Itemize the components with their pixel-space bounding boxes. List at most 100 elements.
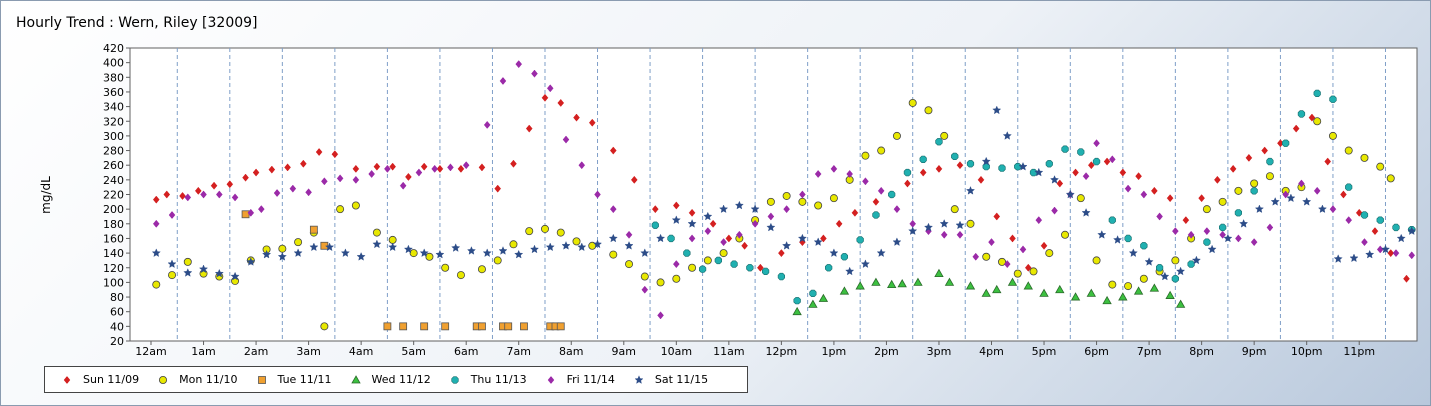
data-point: [1302, 197, 1312, 206]
data-point: [1376, 162, 1385, 171]
data-point: [215, 190, 223, 199]
data-point: [630, 175, 638, 184]
data-point: [730, 260, 738, 268]
data-point: [1076, 194, 1085, 203]
data-point: [420, 162, 428, 171]
data-point: [419, 248, 429, 257]
data-point: [246, 257, 256, 266]
data-point: [399, 322, 408, 331]
data-point: [1282, 139, 1290, 147]
data-point: [1403, 274, 1410, 283]
data-point: [924, 106, 933, 115]
data-point: [829, 194, 838, 203]
data-point: [1172, 227, 1179, 236]
data-point: [252, 168, 260, 177]
data-point: [420, 322, 429, 331]
data-point: [321, 177, 328, 186]
data-point: [573, 113, 580, 122]
data-point: [1113, 235, 1123, 244]
data-point: [325, 242, 335, 252]
x-tick-label: 7pm: [1137, 345, 1162, 358]
data-point: [835, 219, 843, 228]
data-point: [557, 98, 565, 107]
data-point: [383, 322, 392, 331]
data-point: [904, 179, 911, 188]
data-point: [483, 120, 491, 129]
legend-label: Wed 11/12: [371, 373, 431, 386]
chart-title: Hourly Trend : Wern, Riley [32009]: [16, 15, 258, 31]
data-point: [447, 163, 454, 172]
x-tick-label: 2am: [244, 345, 268, 358]
data-point: [594, 190, 601, 199]
x-tick-label: 3pm: [927, 345, 952, 358]
data-point: [1103, 157, 1111, 166]
data-point: [1250, 187, 1258, 195]
data-point: [1313, 186, 1321, 195]
data-point: [1166, 194, 1174, 203]
data-point: [1261, 146, 1268, 155]
data-point: [808, 299, 818, 308]
data-point: [688, 263, 697, 272]
data-point: [640, 272, 649, 281]
data-point: [1156, 212, 1163, 221]
data-point: [1050, 175, 1059, 184]
x-tick-label: 12pm: [766, 345, 798, 358]
x-tick-label: 4pm: [979, 345, 1004, 358]
data-point: [1156, 264, 1164, 272]
data-point: [1250, 179, 1259, 188]
data-point: [782, 241, 792, 250]
data-point: [966, 186, 975, 195]
data-point: [1219, 223, 1227, 232]
y-tick-label: 280: [103, 145, 124, 158]
data-point: [545, 242, 555, 252]
data-point: [1124, 282, 1133, 291]
data-point: [1009, 234, 1016, 243]
data-point: [1329, 95, 1337, 103]
data-point: [757, 263, 764, 272]
data-point: [1029, 168, 1038, 177]
data-point: [415, 168, 423, 177]
data-point: [478, 163, 486, 172]
y-tick-label: 60: [110, 306, 124, 319]
y-tick-label: 260: [103, 159, 124, 172]
data-point: [1097, 230, 1107, 239]
data-point: [1149, 283, 1160, 292]
data-point: [499, 76, 507, 85]
data-point: [1266, 223, 1274, 232]
data-point: [1108, 216, 1116, 224]
legend-item: Wed 11/12: [350, 373, 431, 386]
data-point: [1371, 227, 1379, 236]
data-point: [1124, 184, 1132, 193]
data-point: [1077, 148, 1085, 156]
data-point: [1198, 194, 1205, 203]
data-point: [1019, 245, 1027, 254]
data-point: [1140, 190, 1148, 199]
data-point: [200, 190, 207, 199]
data-point: [1282, 190, 1289, 199]
data-point: [1349, 253, 1359, 263]
data-point: [531, 69, 538, 78]
y-tick-label: 180: [103, 218, 124, 231]
data-point: [478, 322, 486, 331]
data-point: [966, 160, 975, 168]
data-point: [509, 240, 518, 249]
data-point: [1092, 256, 1101, 265]
data-point: [320, 322, 329, 331]
data-point: [1191, 255, 1201, 265]
data-point: [1292, 124, 1300, 133]
data-point: [1407, 226, 1417, 235]
data-point: [1102, 295, 1112, 305]
data-point: [242, 173, 249, 182]
plot-background: [129, 47, 1418, 342]
data-point: [498, 246, 508, 255]
data-point: [667, 234, 675, 243]
y-tick-label: 20: [110, 335, 124, 348]
y-tick-label: 400: [103, 57, 124, 70]
data-point: [309, 225, 318, 234]
data-point: [1187, 260, 1195, 268]
data-point: [903, 168, 912, 177]
data-point: [1270, 197, 1280, 206]
data-point: [919, 155, 927, 163]
data-point: [1182, 216, 1190, 225]
data-point: [1203, 227, 1211, 236]
